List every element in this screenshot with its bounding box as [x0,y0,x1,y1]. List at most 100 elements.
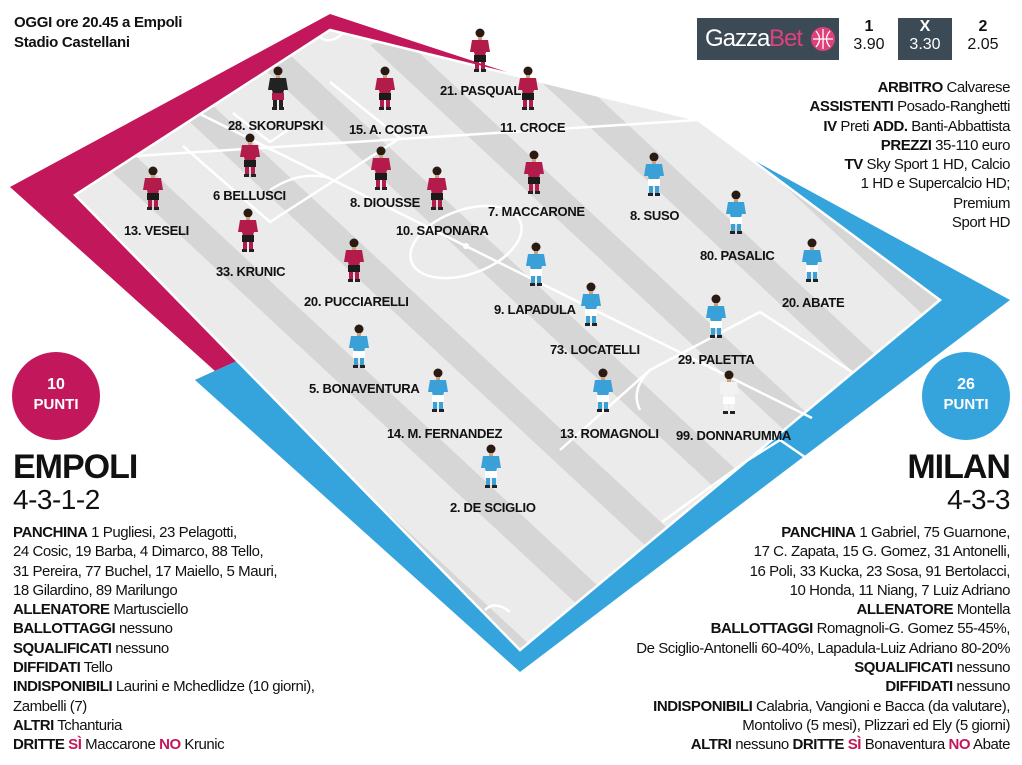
odds-away-key: 2 [978,18,988,35]
milan-player-figure [642,152,666,196]
info-key: ALTRI [690,736,732,754]
info-key: SQUALIFICATI [854,659,953,677]
info-text: Abate [970,736,1010,754]
empoli-player-figure [522,150,546,194]
info-text: Bonaventura [860,736,949,754]
odds-home: 1 3.90 [846,18,892,60]
milan-formation: 4-3-3 [947,484,1010,515]
empoli-player-figure [342,238,366,282]
info-key: TV [844,156,864,174]
info-text: Montolivo (5 mesi), Plizzari ed Ely (5 g… [742,716,1010,734]
info-key: BALLOTTAGGI [13,620,116,638]
info-text: nessuno [952,678,1010,696]
match-time: OGGI ore 20.45 a Empoli [14,14,183,31]
milan-player-label: 14. M. FERNANDEZ [387,426,503,441]
empoli-player-figure [516,66,540,110]
milan-player-figure [591,368,615,412]
empoli-player-label: 10. SAPONARA [396,223,489,238]
info-line: ALTRI nessuno DRITTE SÌ Bonaventura NO A… [540,735,1011,754]
empoli-player-label: 13. VESELI [124,223,189,238]
milan-player-label: 2. DE SCIGLIO [450,500,536,515]
odds-draw-key: X [919,18,931,35]
info-line: Sport HD [730,213,1011,232]
info-line: BALLOTTAGGI Romagnoli-G. Gomez 55-45%, [540,619,1011,638]
info-text: 10 Honda, 11 Niang, 7 Luiz Adriano [789,581,1011,599]
milan-player-figure [717,370,741,414]
info-text: Tello [80,659,113,677]
milan-points-label: PUNTI [943,396,989,413]
milan-player-label: 99. DONNARUMMA [676,428,791,443]
info-line: ALLENATORE Martusciello [13,600,413,619]
milan-player-figure [347,324,371,368]
info-line: ARBITRO Calvarese [730,78,1011,97]
info-line: ASSISTENTI Posado-Ranghetti [730,97,1011,116]
gazzabet-brand-a: Gazza [705,25,770,52]
empoli-player-label: 11. CROCE [500,120,566,135]
milan-player-label: 13. ROMAGNOLI [560,426,659,441]
info-text: nessuno [115,620,173,638]
empoli-player-label: 28. SKORUPSKI [228,118,324,133]
milan-player-figure [579,282,603,326]
info-line: IV Preti ADD. Banti-Abbattista [730,117,1010,136]
info-line: 24 Cosic, 19 Barba, 4 Dimarco, 88 Tello, [13,542,413,561]
empoli-points-label: PUNTI [33,396,79,413]
info-text: 16 Poli, 33 Kucka, 23 Sosa, 91 Bertolacc… [749,562,1011,580]
info-text: nessuno [952,659,1010,677]
info-line: 18 Gilardino, 89 Marilungo [13,581,413,600]
info-text: Calabria, Vangioni e Bacca (da valutare)… [752,697,1010,715]
empoli-player-label: 7. MACCARONE [488,204,585,219]
info-line: 17 C. Zapata, 15 G. Gomez, 31 Antonelli, [540,542,1011,561]
info-text: 1 Pugliesi, 23 Pelagotti, [87,524,237,541]
info-text: Laurini e Mchedlidze (10 giorni), [112,678,315,696]
empoli-player-figure [141,166,165,210]
empoli-player-label: 15. A. COSTA [349,122,428,137]
milan-player-figure [704,294,728,338]
empoli-info: PANCHINA 1 Pugliesi, 23 Pelagotti, 24 Cos… [13,523,413,755]
info-line: Montolivo (5 mesi), Plizzari ed Ely (5 g… [540,716,1010,735]
gazzabet-brand-b: Bet [769,25,803,52]
info-line: INDISPONIBILI Laurini e Mchedlidze (10 g… [13,677,413,696]
info-verdict: NO [159,736,181,754]
odds-home-value: 3.90 [853,36,885,53]
info-key: SQUALIFICATI [13,639,112,657]
milan-player-label: 20. ABATE [782,295,845,310]
empoli-player-label: 21. PASQUAL [440,83,521,98]
info-line: Zambelli (7) [13,697,413,716]
pitch-stripe [260,55,860,595]
info-key: BALLOTTAGGI [710,620,814,638]
milan-player-figure [426,368,450,412]
info-line: INDISPONIBILI Calabria, Vangioni e Bacca… [540,697,1010,716]
info-line: SQUALIFICATI nessuno [540,658,1010,677]
empoli-player-label: 20. PUCCIARELLI [304,294,409,309]
info-verdict: SÌ [64,736,82,754]
info-text: Sport HD [951,214,1011,232]
info-key: PANCHINA [13,524,88,541]
odds-home-key: 1 [864,18,874,35]
info-text: nessuno [111,639,169,657]
milan-player-figure [724,190,748,234]
info-text: Banti-Abbattista [907,117,1010,135]
info-text: 31 Pereira, 77 Buchel, 17 Maiello, 5 Mau… [13,562,278,580]
empoli-points: 10 [47,376,65,393]
info-text: Calvarese [942,79,1011,96]
basketball-icon [811,27,835,51]
info-line: SQUALIFICATI nessuno [13,639,413,658]
pitch-stripe [150,75,750,615]
info-text: nessuno [731,736,793,754]
info-line: ALLENATORE Montella [540,600,1011,619]
match-info: OGGI ore 20.45 a Empoli Stadio Castellan… [14,13,182,53]
info-text: Romagnoli-G. Gomez 55-45%, [812,620,1011,638]
empoli-player-figure [373,66,397,110]
info-key: INDISPONIBILI [13,678,113,696]
milan-team-name: MILAN [907,448,1011,486]
info-text: Zambelli (7) [13,697,87,715]
odds-draw: X 3.30 [898,18,952,60]
info-text: 24 Cosic, 19 Barba, 4 Dimarco, 88 Tello, [13,543,264,561]
empoli-points-badge: 10 PUNTI [12,352,100,440]
milan-player-label: 80. PASALIC [700,248,775,263]
info-line: PANCHINA 1 Gabriel, 75 Guarnone, [540,523,1010,542]
info-text: De Sciglio-Antonelli 60-40%, Lapadula-Lu… [636,639,1010,657]
odds-away-value: 2.05 [967,36,999,53]
milan-player-figure [800,238,824,282]
